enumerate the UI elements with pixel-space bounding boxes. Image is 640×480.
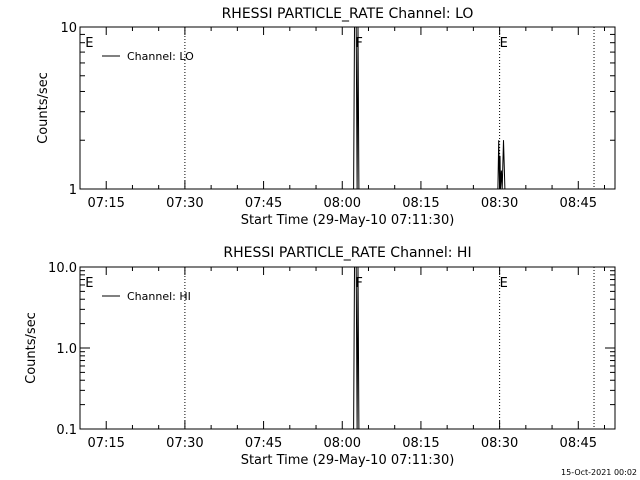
plot-frame [79, 26, 616, 190]
marker-label: E [500, 276, 508, 291]
x-tick-label: 08:15 [402, 196, 439, 211]
x-axis-label: Start Time (29-May-10 07:11:30) [241, 213, 455, 228]
marker-label: F [355, 276, 362, 291]
marker-label: E [85, 36, 93, 51]
hi-channel-panel: RHESSI PARTICLE_RATE Channel: HI 07:15 07:… [24, 245, 616, 468]
x-tick-label: 08:45 [560, 196, 597, 211]
y-tick-label: 0.1 [56, 423, 77, 438]
y-axis-label: Counts/sec [36, 72, 51, 144]
lo-channel-panel: RHESSI PARTICLE_RATE Channel: LO 07:15 07:… [36, 6, 616, 228]
x-tick-label: 08:15 [402, 436, 439, 451]
series-line [353, 266, 360, 430]
y-tick-label: 1 [69, 183, 77, 198]
chart-title: RHESSI PARTICLE_RATE Channel: LO [222, 6, 474, 22]
y-tick-label: 10.0 [48, 261, 77, 276]
x-tick-label: 08:30 [481, 196, 518, 211]
x-tick-label: 08:45 [560, 436, 597, 451]
x-tick-label: 07:45 [245, 196, 282, 211]
x-axis-label: Start Time (29-May-10 07:11:30) [241, 453, 455, 468]
y-tick-label: 10 [60, 21, 77, 36]
marker-label: E [85, 276, 93, 291]
y-axis-label: Counts/sec [24, 312, 39, 384]
x-tick-label: 07:45 [245, 436, 282, 451]
marker-label: E [500, 36, 508, 51]
x-tick-label: 07:15 [87, 436, 124, 451]
x-tick-label: 08:00 [324, 196, 361, 211]
legend-label: Channel: HI [127, 290, 191, 303]
y-tick-label: 1.0 [56, 342, 77, 357]
marker-label: F [355, 36, 362, 51]
x-tick-label: 08:00 [324, 436, 361, 451]
chart-title: RHESSI PARTICLE_RATE Channel: HI [223, 245, 471, 261]
x-tick-label: 08:30 [481, 436, 518, 451]
x-tick-label: 07:30 [166, 196, 203, 211]
x-tick-label: 07:30 [166, 436, 203, 451]
footer-timestamp: 15-Oct-2021 00:02 [561, 468, 637, 477]
x-tick-label: 07:15 [87, 196, 124, 211]
legend-label: Channel: LO [127, 50, 194, 63]
series-line [353, 26, 506, 190]
